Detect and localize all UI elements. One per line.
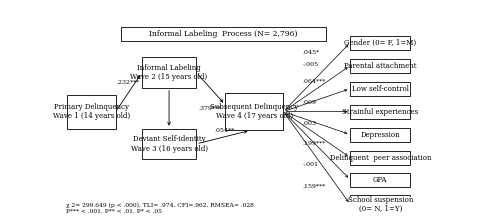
Text: .003: .003 [303, 121, 317, 126]
FancyBboxPatch shape [142, 129, 196, 159]
Text: Depression: Depression [360, 131, 400, 139]
FancyBboxPatch shape [225, 93, 284, 130]
FancyBboxPatch shape [120, 27, 326, 41]
Text: .064***: .064*** [303, 79, 326, 84]
FancyBboxPatch shape [350, 173, 410, 187]
FancyBboxPatch shape [350, 195, 410, 214]
Text: GPA: GPA [373, 176, 388, 184]
FancyBboxPatch shape [350, 59, 410, 73]
Text: Primary Delinquency
Wave 1 (14 years old): Primary Delinquency Wave 1 (14 years old… [53, 103, 130, 120]
Text: .232***: .232*** [116, 80, 140, 85]
Text: .045*: .045* [303, 50, 320, 55]
FancyBboxPatch shape [350, 128, 410, 142]
Text: .199***: .199*** [303, 141, 326, 147]
Text: Informal Labeling
Wave 2 (15 years old): Informal Labeling Wave 2 (15 years old) [130, 64, 208, 81]
Text: .379***: .379*** [198, 106, 222, 111]
Text: Strainful experiences: Strainful experiences [342, 108, 418, 116]
FancyBboxPatch shape [350, 105, 410, 119]
Text: -.005: -.005 [303, 62, 319, 67]
Text: .159***: .159*** [303, 184, 326, 189]
Text: .054**: .054** [214, 128, 234, 133]
Text: .009: .009 [303, 100, 317, 105]
FancyBboxPatch shape [142, 57, 196, 88]
FancyBboxPatch shape [350, 36, 410, 50]
Text: Subsequent Delinquency
Wave 4 (17 years old): Subsequent Delinquency Wave 4 (17 years … [210, 103, 298, 120]
Text: Informal Labeling  Process (N= 2,796): Informal Labeling Process (N= 2,796) [149, 30, 298, 38]
FancyBboxPatch shape [68, 95, 116, 129]
Text: School suspension
(0= N, 1=Y): School suspension (0= N, 1=Y) [348, 196, 413, 213]
Text: -.001: -.001 [303, 162, 319, 167]
FancyBboxPatch shape [350, 151, 410, 164]
Text: χ 2= 299.649 (p < .000), TLI= .974, CFI=.962, RMSEA= .028
P*** < .001, P** < .01: χ 2= 299.649 (p < .000), TLI= .974, CFI=… [66, 203, 254, 214]
Text: Gender (0= F, 1=M): Gender (0= F, 1=M) [344, 39, 416, 47]
Text: Deviant Self-identity
Wave 3 (16 years old): Deviant Self-identity Wave 3 (16 years o… [130, 135, 208, 152]
Text: Low self-control: Low self-control [352, 85, 408, 93]
Text: Parental attachment: Parental attachment [344, 62, 416, 70]
FancyBboxPatch shape [350, 82, 410, 96]
Text: Delinquent  peer association: Delinquent peer association [330, 154, 431, 162]
